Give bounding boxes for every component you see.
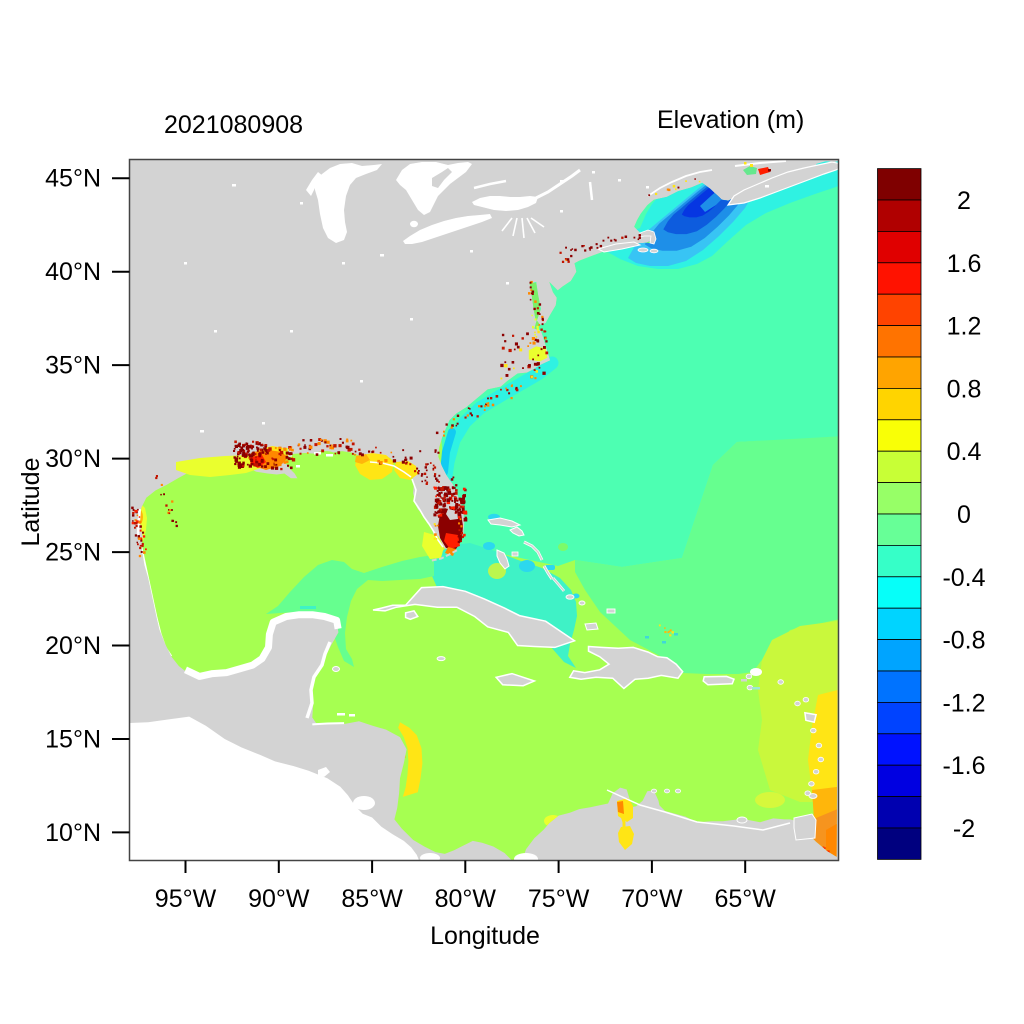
svg-text:70°W: 70°W	[621, 885, 683, 913]
svg-text:65°W: 65°W	[714, 885, 776, 913]
svg-text:40°N: 40°N	[45, 258, 101, 286]
svg-text:10°N: 10°N	[45, 819, 101, 847]
svg-text:90°W: 90°W	[248, 885, 310, 913]
svg-text:-1.6: -1.6	[942, 752, 985, 780]
svg-text:45°N: 45°N	[45, 165, 101, 193]
svg-text:0: 0	[957, 501, 971, 529]
svg-text:Latitude: Latitude	[17, 458, 45, 547]
svg-text:-1.2: -1.2	[942, 689, 985, 717]
svg-text:-0.8: -0.8	[942, 627, 985, 655]
svg-text:0.4: 0.4	[947, 438, 982, 466]
svg-text:20°N: 20°N	[45, 632, 101, 660]
svg-text:0.8: 0.8	[947, 375, 982, 403]
svg-text:-2: -2	[953, 815, 975, 843]
svg-text:95°W: 95°W	[155, 885, 217, 913]
svg-text:Elevation (m): Elevation (m)	[657, 106, 804, 134]
svg-text:2021080908: 2021080908	[164, 111, 303, 139]
svg-text:25°N: 25°N	[45, 539, 101, 567]
svg-text:30°N: 30°N	[45, 445, 101, 473]
svg-text:15°N: 15°N	[45, 726, 101, 754]
svg-text:1.6: 1.6	[947, 250, 982, 278]
svg-text:2: 2	[957, 187, 971, 215]
svg-text:80°W: 80°W	[435, 885, 497, 913]
svg-text:85°W: 85°W	[341, 885, 403, 913]
svg-text:75°W: 75°W	[528, 885, 590, 913]
svg-text:1.2: 1.2	[947, 313, 982, 341]
svg-text:35°N: 35°N	[45, 352, 101, 380]
svg-text:-0.4: -0.4	[942, 564, 985, 592]
svg-text:Longitude: Longitude	[430, 922, 540, 950]
